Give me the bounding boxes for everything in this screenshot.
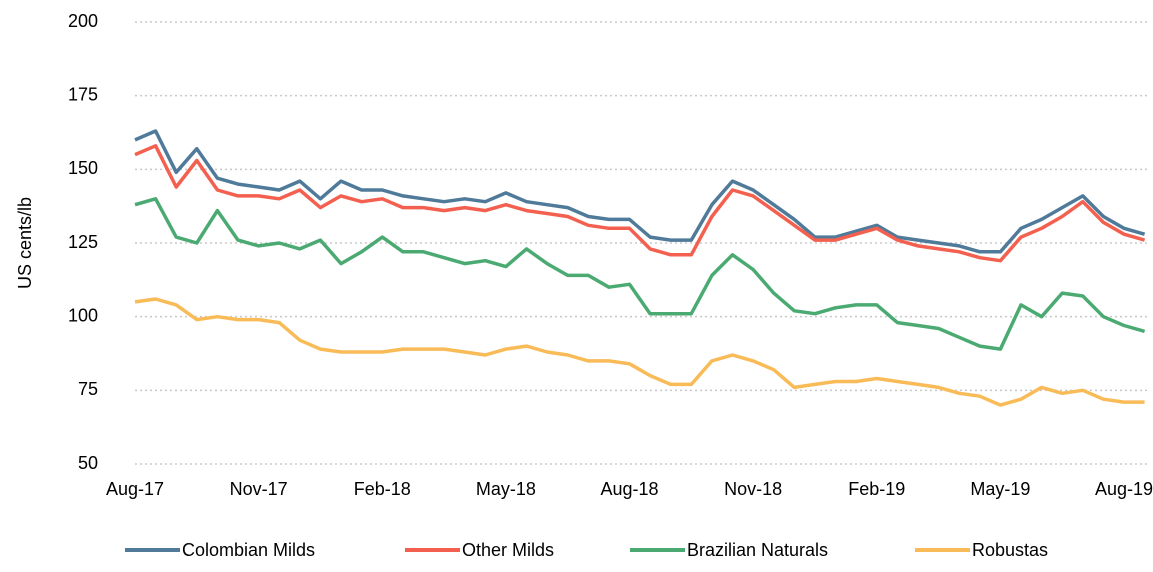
y-tick-label: 175: [68, 84, 98, 104]
x-tick-label: Aug-19: [1095, 479, 1153, 499]
y-tick-label: 75: [78, 379, 98, 399]
legend-label: Other Milds: [462, 540, 554, 560]
x-tick-label: Nov-17: [230, 479, 288, 499]
y-tick-label: 100: [68, 305, 98, 325]
series-line: [134, 197, 1146, 351]
x-tick-label: May-18: [476, 479, 536, 499]
legend-label: Colombian Milds: [182, 540, 315, 560]
x-tick-label: May-19: [970, 479, 1030, 499]
legend-label: Brazilian Naturals: [687, 540, 828, 560]
y-axis-label: US cents/lb: [15, 197, 35, 289]
y-tick-label: 50: [78, 453, 98, 473]
x-tick-label: Aug-18: [600, 479, 658, 499]
x-tick-label: Aug-17: [106, 479, 164, 499]
y-tick-label: 125: [68, 232, 98, 252]
series-line: [134, 144, 1146, 263]
series-line: [134, 297, 1145, 407]
x-tick-label: Feb-18: [354, 479, 411, 499]
legend-label: Robustas: [972, 540, 1048, 560]
y-tick-label: 200: [68, 11, 98, 31]
x-tick-label: Feb-19: [848, 479, 905, 499]
series-line: [134, 129, 1146, 254]
y-tick-label: 150: [68, 158, 98, 178]
x-tick-label: Nov-18: [724, 479, 782, 499]
